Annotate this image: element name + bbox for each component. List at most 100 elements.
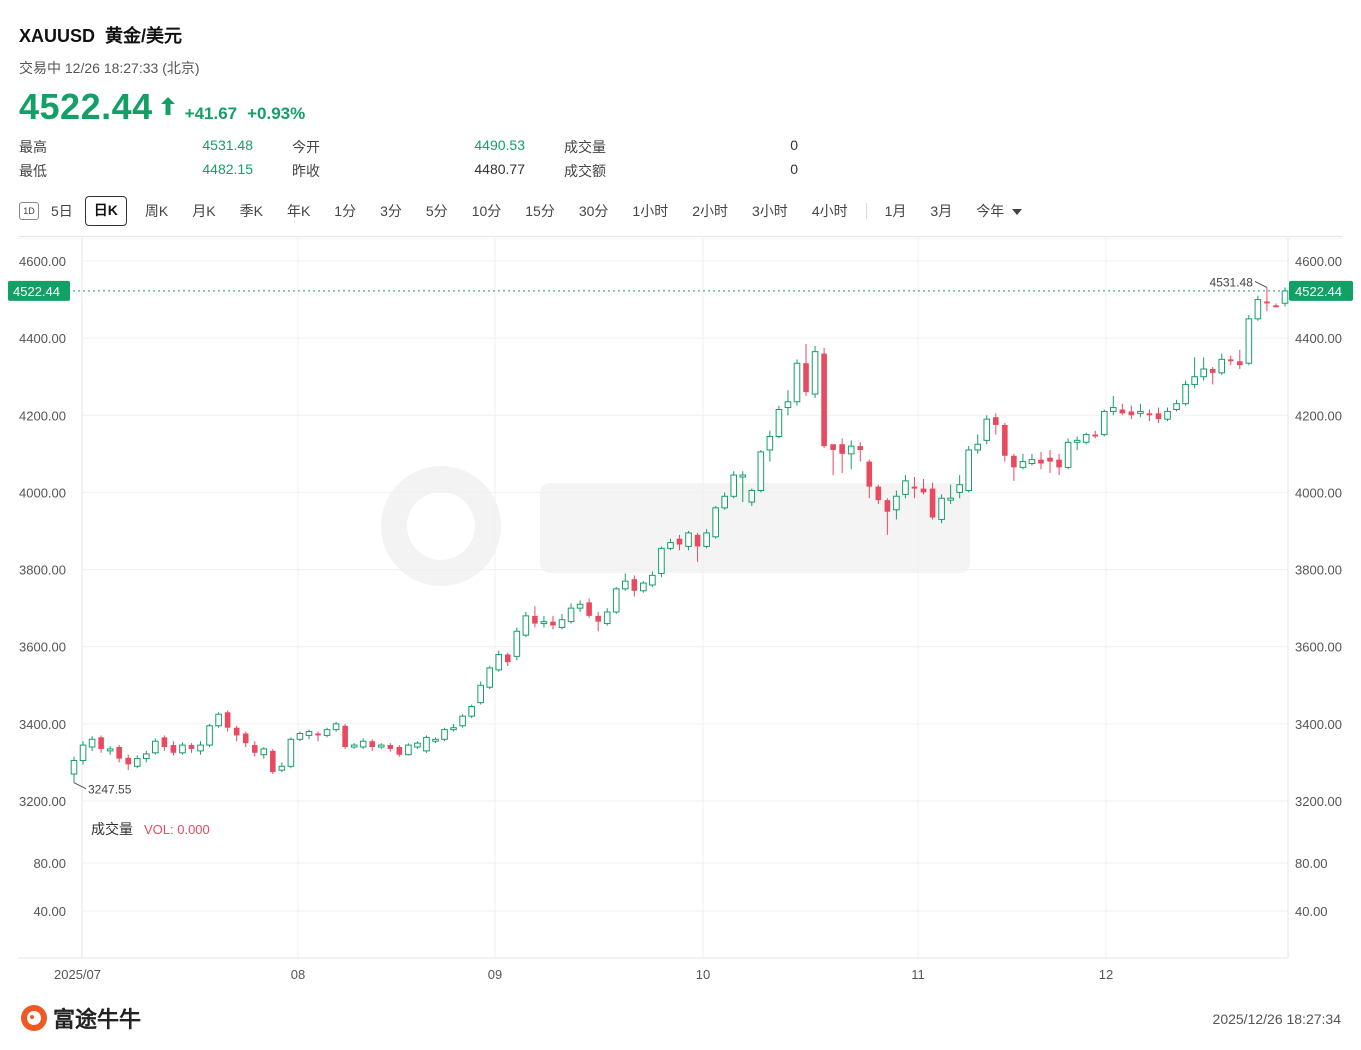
candle	[875, 484, 882, 504]
candle	[1264, 287, 1270, 312]
candle-body	[1218, 358, 1226, 374]
tab-4hour[interactable]: 4小时	[811, 203, 848, 219]
y-tick-right: 3600.00	[1295, 640, 1342, 655]
footer-timestamp: 2025/12/26 18:27:34	[1212, 1011, 1341, 1027]
tab-1min[interactable]: 1分	[334, 203, 357, 219]
candle	[911, 477, 918, 499]
candle	[993, 413, 999, 435]
candle	[486, 666, 494, 690]
candle	[359, 738, 367, 749]
up-arrow-icon	[160, 97, 175, 115]
candle	[676, 534, 683, 551]
candle	[251, 741, 258, 757]
price-change: +41.67	[184, 104, 238, 123]
tab-5d[interactable]: 5日	[51, 203, 73, 219]
tab-1month[interactable]: 1月	[884, 203, 907, 219]
y-tick-left: 4600.00	[19, 254, 66, 269]
y-tick-left: 4200.00	[19, 408, 66, 423]
tab-weekly-k[interactable]: 周K	[144, 203, 169, 219]
candle-body	[179, 744, 186, 754]
candle-body	[1092, 434, 1099, 437]
candle	[1019, 453, 1027, 470]
tab-5min[interactable]: 5分	[425, 203, 448, 219]
tab-quarterly-k[interactable]: 季K	[239, 203, 263, 219]
tab-daily-k[interactable]: 日K	[84, 196, 127, 226]
candle	[215, 712, 222, 728]
candle-body	[532, 615, 538, 624]
candle-body	[983, 418, 991, 441]
y-tick-left: 3600.00	[19, 640, 66, 655]
candle	[414, 741, 421, 749]
candle-body	[1028, 459, 1036, 464]
candle	[296, 731, 304, 742]
candle	[532, 606, 538, 628]
candle-body	[911, 486, 918, 489]
candle	[233, 725, 240, 742]
last-price: 4522.44	[19, 86, 153, 127]
volume-label: 成交量	[564, 139, 606, 155]
tab-yearly-k[interactable]: 年K	[286, 203, 311, 219]
candle	[170, 741, 177, 756]
1d-toggle-icon[interactable]: 1D	[19, 202, 39, 220]
x-tick-label: 2025/07	[54, 967, 101, 982]
candle-body	[839, 444, 845, 454]
range-dropdown[interactable]: 今年	[964, 197, 1034, 225]
candle	[242, 731, 249, 747]
y-tick-right: 3200.00	[1295, 794, 1342, 809]
brand-logo: 富途牛牛	[19, 1002, 141, 1034]
candle	[920, 478, 927, 495]
tab-3min[interactable]: 3分	[380, 203, 402, 219]
tab-15min[interactable]: 15分	[525, 203, 555, 219]
candle-body	[649, 574, 656, 586]
candle	[1182, 380, 1189, 406]
high-value: 4531.48	[202, 137, 253, 153]
candle-body	[857, 446, 864, 450]
candle-body	[938, 497, 945, 520]
candle	[685, 531, 692, 551]
candle	[821, 347, 827, 449]
candle-body	[1191, 376, 1198, 385]
price-row: 4522.44 +41.67 +0.93%	[19, 86, 305, 128]
candle-body	[1137, 410, 1144, 414]
candle	[116, 745, 122, 763]
candle	[450, 723, 457, 732]
tab-2hour[interactable]: 2小时	[692, 203, 729, 219]
header-divider	[19, 236, 1342, 237]
candle	[1109, 396, 1117, 416]
candle	[1218, 353, 1226, 375]
candlestick-chart[interactable]: 80.00 80.00 40.00 40.00 4600.00 4400.00 4200.…	[0, 238, 1361, 990]
candle-body	[152, 740, 159, 754]
candle	[956, 475, 963, 499]
candle	[1100, 409, 1108, 437]
candle-body	[133, 758, 141, 767]
tab-3month[interactable]: 3月	[930, 203, 953, 219]
candle	[640, 581, 647, 593]
y-tick-right: 3800.00	[1295, 563, 1342, 578]
period-tabs: 1D 5日 日K 周K 月K 季K 年K 1分 3分 5分 10分 15分 30…	[19, 196, 1034, 226]
candle	[323, 727, 331, 738]
tab-3hour[interactable]: 3小时	[752, 203, 788, 219]
tab-1hour[interactable]: 1小时	[632, 203, 669, 219]
candle-body	[1047, 457, 1053, 462]
candle	[793, 359, 801, 406]
candle-body	[224, 712, 231, 728]
candle-body	[640, 582, 647, 592]
volume-value: 0	[790, 137, 798, 153]
candle-body	[586, 602, 592, 616]
candle	[974, 434, 982, 454]
candle	[621, 573, 629, 591]
candle	[152, 738, 159, 755]
candle	[1082, 432, 1090, 445]
tab-30min[interactable]: 30分	[578, 203, 609, 219]
candle-body	[206, 725, 213, 746]
candle	[929, 482, 936, 520]
candle	[468, 704, 475, 719]
tab-10min[interactable]: 10分	[471, 203, 502, 219]
candle-body	[1254, 299, 1262, 320]
symbol-code: XAUUSD	[19, 26, 96, 46]
candle-body	[296, 733, 304, 740]
candle-body	[116, 747, 122, 759]
tab-monthly-k[interactable]: 月K	[192, 203, 216, 219]
candle-body	[965, 449, 972, 491]
volume-grid: 80.00 80.00 40.00 40.00	[33, 856, 1327, 919]
